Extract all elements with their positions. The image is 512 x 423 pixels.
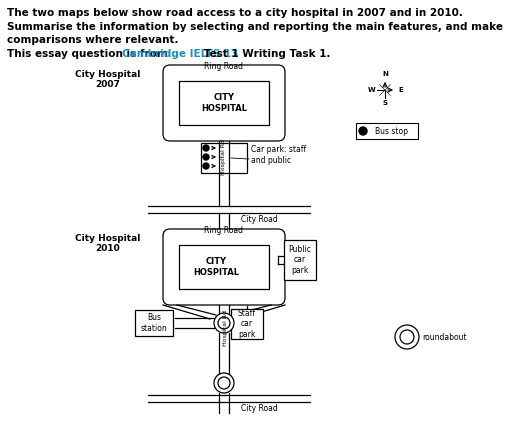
Text: Ring Road: Ring Road <box>204 62 244 71</box>
FancyBboxPatch shape <box>163 229 285 305</box>
Circle shape <box>400 330 414 344</box>
Text: Hospital Rd: Hospital Rd <box>222 139 226 175</box>
Circle shape <box>214 373 234 393</box>
Text: W: W <box>368 87 375 93</box>
Text: S: S <box>382 100 388 106</box>
Circle shape <box>214 313 234 333</box>
Text: City Hospital
2007: City Hospital 2007 <box>75 70 141 89</box>
Text: The two maps below show road access to a city hospital in 2007 and in 2010.: The two maps below show road access to a… <box>7 8 463 18</box>
Text: Car park: staff
and public: Car park: staff and public <box>251 145 306 165</box>
Text: CITY
HOSPITAL: CITY HOSPITAL <box>201 93 247 113</box>
Bar <box>179 81 269 125</box>
Text: comparisons where relevant.: comparisons where relevant. <box>7 35 179 45</box>
Circle shape <box>359 127 367 135</box>
Text: CITY
HOSPITAL: CITY HOSPITAL <box>193 257 239 277</box>
Text: Public
car
park: Public car park <box>289 245 311 275</box>
Text: City Road: City Road <box>241 215 278 224</box>
Text: City Road: City Road <box>241 404 278 413</box>
Text: Bus
station: Bus station <box>141 313 167 333</box>
Circle shape <box>203 145 209 151</box>
Bar <box>201 143 247 173</box>
Text: Ring Road: Ring Road <box>204 226 244 235</box>
Circle shape <box>218 317 230 329</box>
Circle shape <box>395 325 419 349</box>
Bar <box>135 310 173 336</box>
Text: Bus stop: Bus stop <box>375 126 408 135</box>
Text: N: N <box>382 71 388 77</box>
Text: Staff
car
park: Staff car park <box>238 309 256 339</box>
Text: Cambridge IELTS 13: Cambridge IELTS 13 <box>122 49 239 59</box>
Circle shape <box>203 163 209 169</box>
Circle shape <box>203 154 209 160</box>
FancyBboxPatch shape <box>163 65 285 141</box>
Bar <box>356 123 418 139</box>
Text: Summarise the information by selecting and reporting the main features, and make: Summarise the information by selecting a… <box>7 22 503 32</box>
Text: This essay question is from: This essay question is from <box>7 49 172 59</box>
Text: E: E <box>398 87 403 93</box>
Text: roundabout: roundabout <box>422 332 466 341</box>
Text: Test 1 Writing Task 1.: Test 1 Writing Task 1. <box>200 49 331 59</box>
Circle shape <box>218 377 230 389</box>
Text: Hospital Rd: Hospital Rd <box>223 310 227 346</box>
Text: City Hospital
2010: City Hospital 2010 <box>75 234 141 253</box>
Bar <box>179 245 269 289</box>
Bar <box>231 309 263 339</box>
Bar <box>284 240 316 280</box>
